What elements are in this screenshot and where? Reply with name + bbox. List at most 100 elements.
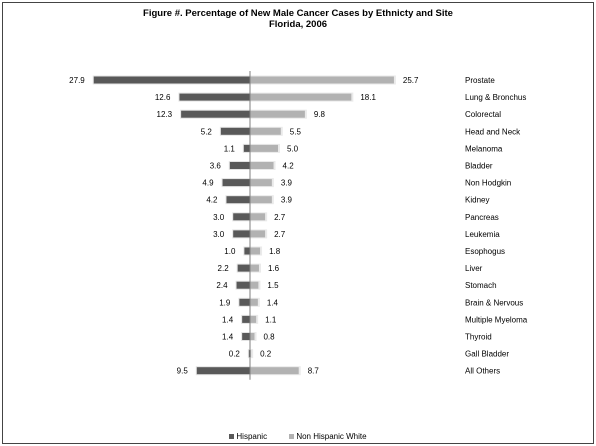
bar-shadow-nhw-gall-bladder xyxy=(250,349,254,359)
legend-swatch-hispanic xyxy=(229,434,235,439)
bar-hispanic-non-hodgkin xyxy=(222,179,250,187)
category-label-head-and-neck: Head and Neck xyxy=(465,127,521,136)
value-label-hispanic-gall-bladder: 0.2 xyxy=(229,350,241,359)
bar-hispanic-multiple-myeloma xyxy=(242,315,250,323)
bar-hispanic-esophogus xyxy=(244,247,250,255)
value-label-nhw-multiple-myeloma: 1.1 xyxy=(265,315,277,324)
value-label-hispanic-colorectal: 12.3 xyxy=(157,110,173,119)
bar-hispanic-gall-bladder xyxy=(248,350,250,358)
value-label-hispanic-kidney: 4.2 xyxy=(206,196,218,205)
value-label-nhw-brain-nervous: 1.4 xyxy=(267,298,279,307)
category-label-lung-bronchus: Lung & Bronchus xyxy=(465,93,526,102)
bar-hispanic-liver xyxy=(237,264,250,272)
category-label-thyroid: Thyroid xyxy=(465,333,492,342)
value-label-nhw-lung-bronchus: 18.1 xyxy=(360,93,376,102)
value-label-nhw-colorectal: 9.8 xyxy=(314,110,326,119)
legend-item-hispanic: Hispanic xyxy=(229,432,267,441)
chart-title: Figure #. Percentage of New Male Cancer … xyxy=(0,8,596,30)
category-label-brain-nervous: Brain & Nervous xyxy=(465,298,523,307)
value-label-hispanic-head-and-neck: 5.2 xyxy=(201,127,213,136)
value-label-nhw-liver: 1.6 xyxy=(268,264,280,273)
bar-hispanic-all-others xyxy=(196,367,250,375)
category-label-esophogus: Esophogus xyxy=(465,247,505,256)
value-label-nhw-leukemia: 2.7 xyxy=(274,230,286,239)
value-label-hispanic-leukemia: 3.0 xyxy=(213,230,225,239)
bar-nhw-prostate xyxy=(250,76,394,84)
category-label-prostate: Prostate xyxy=(465,76,495,85)
value-label-hispanic-esophogus: 1.0 xyxy=(224,247,236,256)
category-label-all-others: All Others xyxy=(465,367,500,376)
value-label-nhw-kidney: 3.9 xyxy=(281,196,293,205)
bar-nhw-colorectal xyxy=(250,110,305,118)
value-label-nhw-all-others: 8.7 xyxy=(308,367,320,376)
legend-label-non-hispanic-white: Non Hispanic White xyxy=(296,432,367,441)
bar-nhw-kidney xyxy=(250,196,272,204)
category-label-gall-bladder: Gall Bladder xyxy=(465,350,509,359)
bar-hispanic-melanoma xyxy=(243,144,250,152)
bar-nhw-all-others xyxy=(250,367,299,375)
value-label-hispanic-bladder: 3.6 xyxy=(210,162,222,171)
value-label-nhw-melanoma: 5.0 xyxy=(287,144,299,153)
value-label-hispanic-lung-bronchus: 12.6 xyxy=(155,93,171,102)
category-label-multiple-myeloma: Multiple Myeloma xyxy=(465,315,528,324)
value-label-hispanic-prostate: 27.9 xyxy=(69,76,85,85)
value-label-nhw-gall-bladder: 0.2 xyxy=(260,350,272,359)
legend-label-hispanic: Hispanic xyxy=(236,432,268,441)
value-label-hispanic-thyroid: 1.4 xyxy=(222,333,234,342)
value-label-hispanic-liver: 2.2 xyxy=(218,264,230,273)
chart-title-line1: Figure #. Percentage of New Male Cancer … xyxy=(143,8,453,19)
bar-hispanic-stomach xyxy=(236,281,250,289)
value-label-nhw-prostate: 25.7 xyxy=(403,76,419,85)
bar-hispanic-prostate xyxy=(93,76,250,84)
chart-subtitle: Florida, 2006 xyxy=(268,19,328,30)
bar-nhw-liver xyxy=(250,264,259,272)
category-label-stomach: Stomach xyxy=(465,281,497,290)
value-label-nhw-bladder: 4.2 xyxy=(283,162,295,171)
category-label-kidney: Kidney xyxy=(465,196,489,205)
bar-nhw-thyroid xyxy=(250,333,255,340)
bar-hispanic-leukemia xyxy=(233,230,250,238)
bar-hispanic-colorectal xyxy=(181,110,250,118)
value-label-nhw-stomach: 1.5 xyxy=(267,281,279,290)
bar-nhw-pancreas xyxy=(250,213,266,221)
bar-nhw-brain-nervous xyxy=(250,298,258,306)
bar-nhw-stomach xyxy=(250,281,259,289)
category-label-leukemia: Leukemia xyxy=(465,230,500,239)
value-label-hispanic-non-hodgkin: 4.9 xyxy=(202,179,214,188)
bar-nhw-melanoma xyxy=(250,144,278,152)
legend-item-non-hispanic-white: Non Hispanic White xyxy=(289,432,367,441)
category-label-liver: Liver xyxy=(465,264,483,273)
bar-nhw-head-and-neck xyxy=(250,127,281,135)
bar-hispanic-lung-bronchus xyxy=(179,93,250,101)
category-label-pancreas: Pancreas xyxy=(465,213,499,222)
bar-nhw-gall-bladder xyxy=(250,350,252,358)
bar-nhw-esophogus xyxy=(250,247,261,255)
bar-nhw-bladder xyxy=(250,162,274,169)
bar-hispanic-bladder xyxy=(229,162,250,169)
bar-hispanic-brain-nervous xyxy=(239,298,250,306)
category-label-melanoma: Melanoma xyxy=(465,144,503,153)
value-label-nhw-pancreas: 2.7 xyxy=(274,213,286,222)
bar-nhw-leukemia xyxy=(250,230,266,238)
value-label-hispanic-all-others: 9.5 xyxy=(177,367,189,376)
value-label-nhw-non-hodgkin: 3.9 xyxy=(281,179,293,188)
value-label-hispanic-multiple-myeloma: 1.4 xyxy=(222,315,234,324)
value-label-hispanic-melanoma: 1.1 xyxy=(224,144,236,153)
value-label-hispanic-stomach: 2.4 xyxy=(216,281,228,290)
category-label-non-hodgkin: Non Hodgkin xyxy=(465,179,511,188)
category-label-bladder: Bladder xyxy=(465,162,493,171)
bar-nhw-multiple-myeloma xyxy=(250,315,257,323)
legend: Hispanic Non Hispanic White xyxy=(0,432,596,441)
bar-hispanic-pancreas xyxy=(233,213,250,221)
bar-nhw-lung-bronchus xyxy=(250,93,352,101)
value-label-nhw-head-and-neck: 5.5 xyxy=(290,127,302,136)
value-label-hispanic-pancreas: 3.0 xyxy=(213,213,225,222)
value-label-hispanic-brain-nervous: 1.9 xyxy=(219,298,231,307)
legend-swatch-non-hispanic-white xyxy=(289,434,295,439)
bar-hispanic-thyroid xyxy=(242,333,250,340)
category-label-colorectal: Colorectal xyxy=(465,110,501,119)
value-label-nhw-thyroid: 0.8 xyxy=(263,333,275,342)
bar-hispanic-kidney xyxy=(226,196,250,204)
bar-hispanic-head-and-neck xyxy=(220,127,250,135)
